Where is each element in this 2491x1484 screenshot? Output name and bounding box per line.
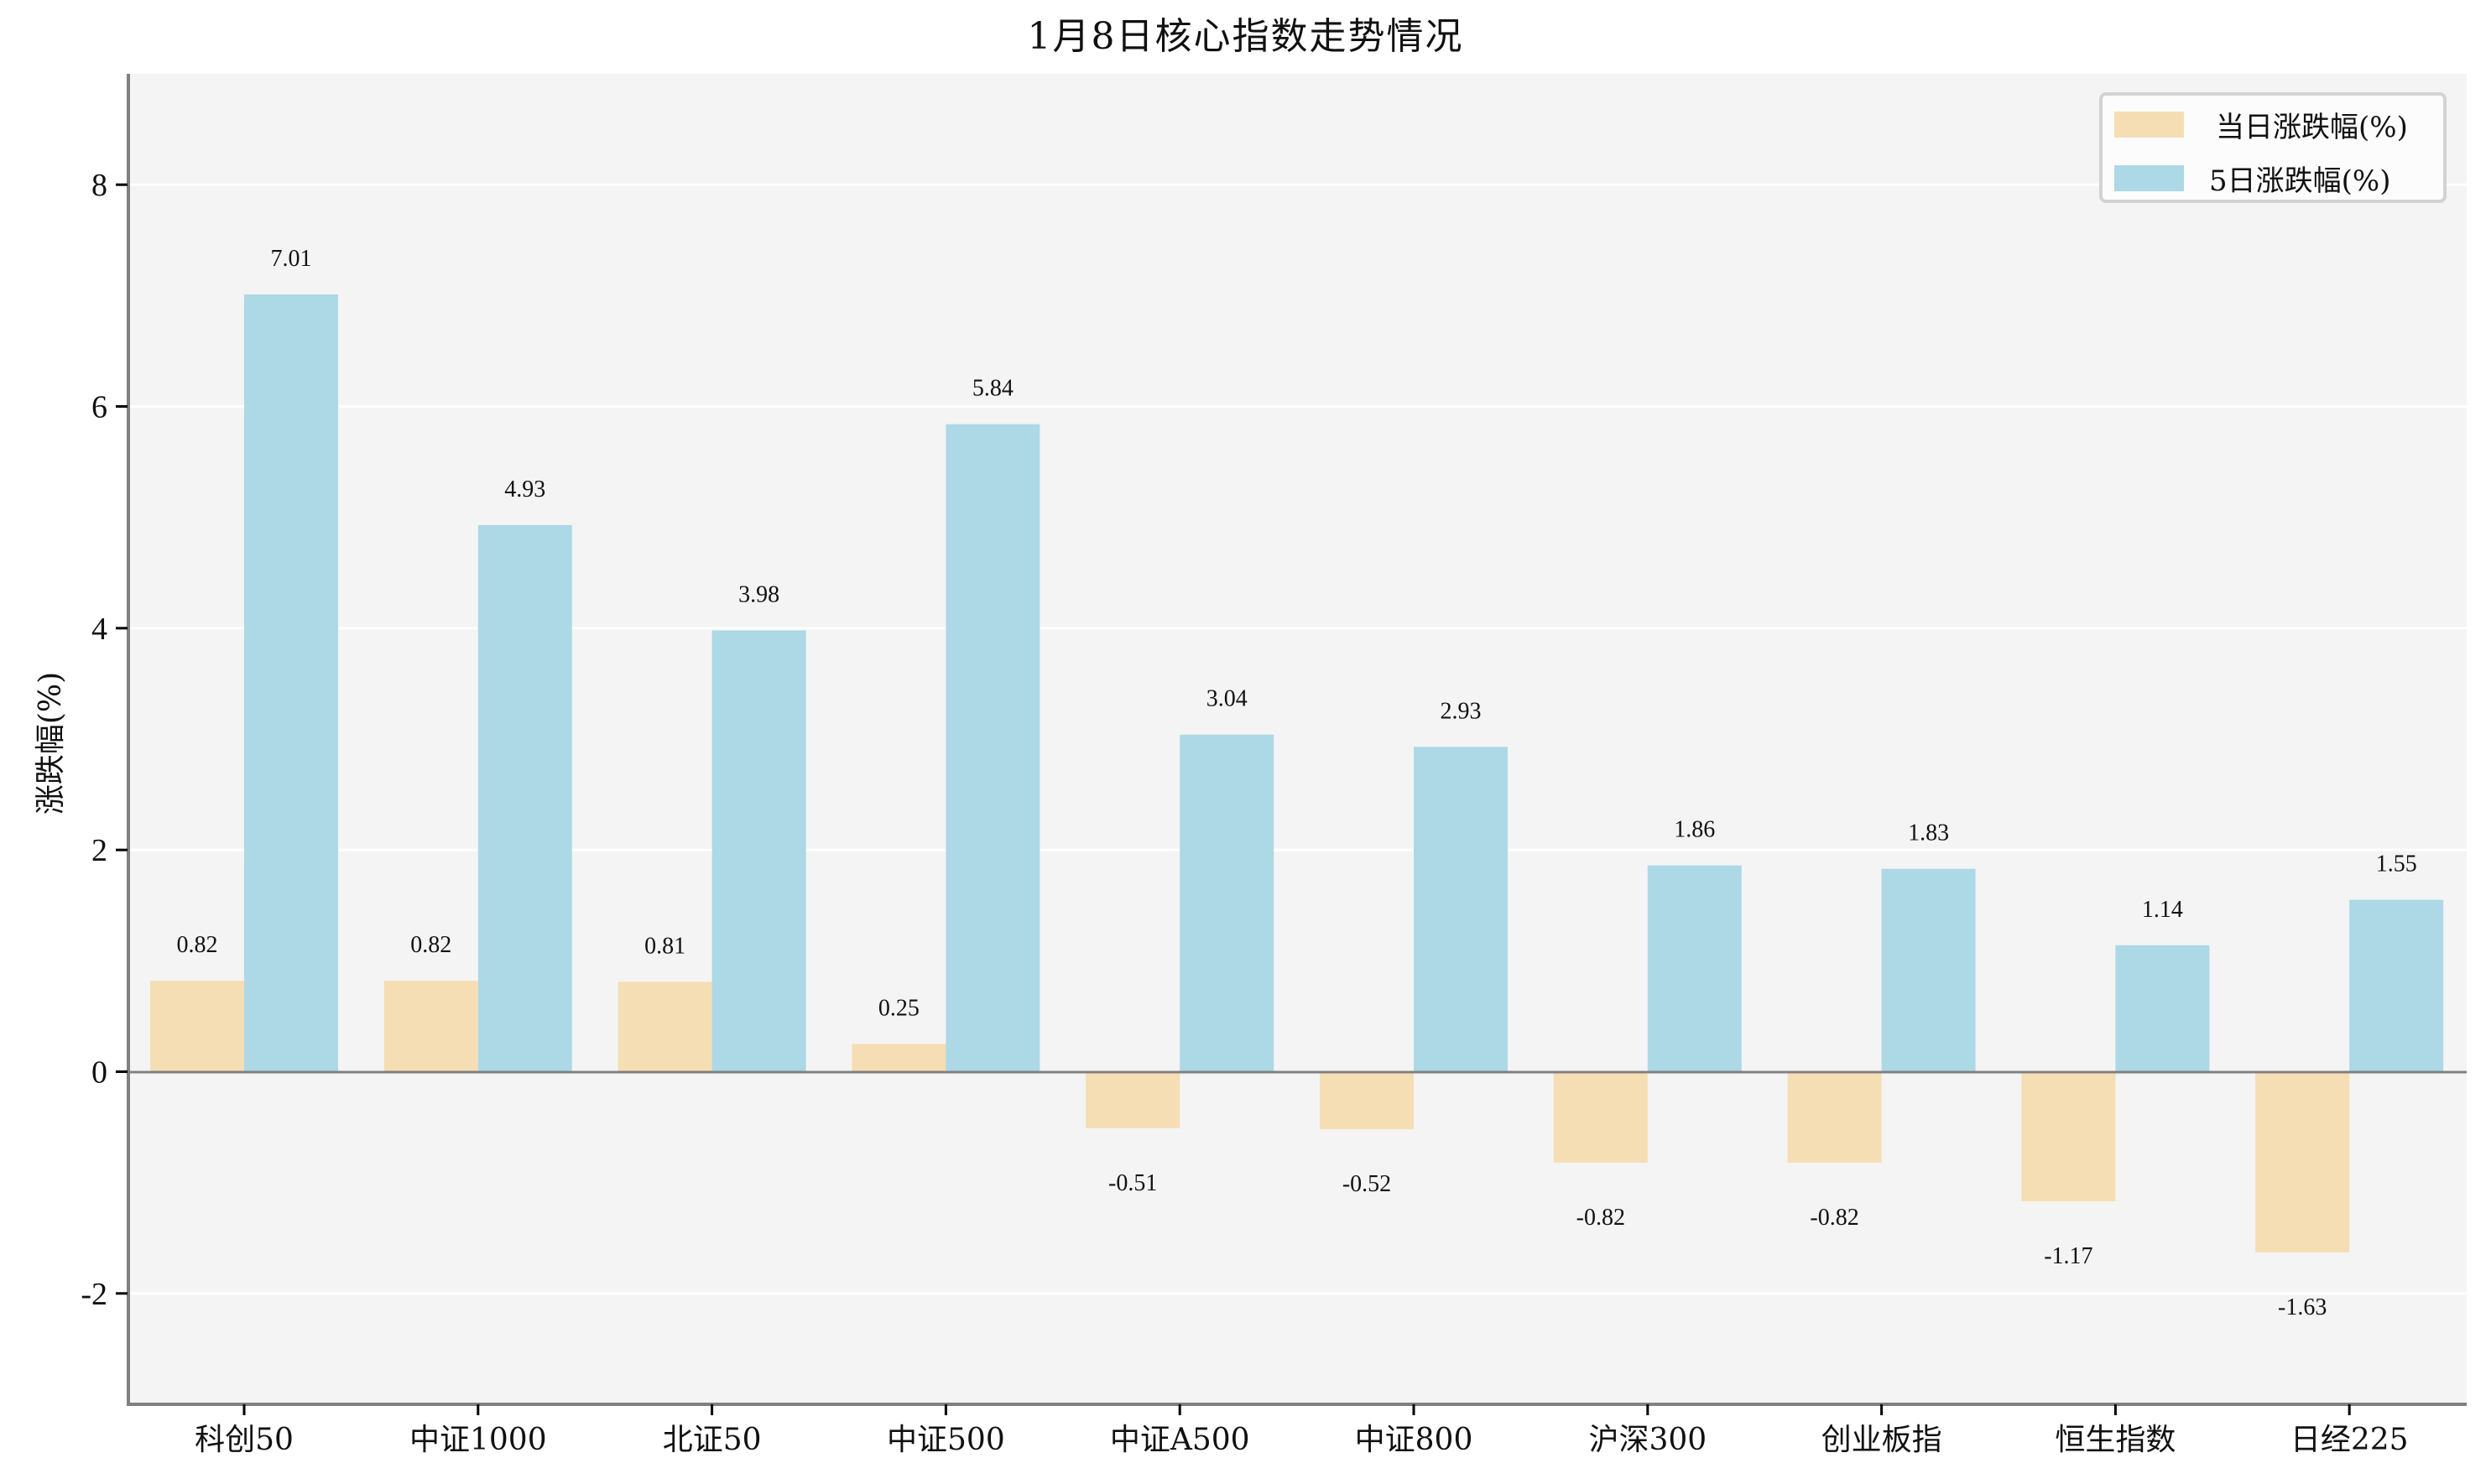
- data-label: 1.55: [2376, 851, 2417, 877]
- bar-five-day: [477, 524, 572, 1072]
- x-axis-ticks: 科创50 中证1000 北证50 中证500 中证A500 中证800 沪深300 创业板指 恒…: [195, 1404, 2409, 1457]
- bar-daily: [1553, 1071, 1648, 1163]
- bar-five-day: [1414, 747, 1508, 1072]
- x-tick-label: 创业板指: [1821, 1423, 1942, 1457]
- bar-five-day: [1180, 734, 1274, 1072]
- data-label: 1.86: [1674, 817, 1715, 843]
- data-label: 0.81: [644, 933, 685, 959]
- bar-daily: [1787, 1071, 1882, 1163]
- bar-daily: [2021, 1071, 2116, 1202]
- x-tick-label: 中证A500: [1110, 1423, 1250, 1457]
- legend-swatch-five-day: [2114, 164, 2184, 191]
- bar-five-day: [2115, 945, 2210, 1072]
- x-tick-label: 恒生指数: [2055, 1423, 2176, 1457]
- data-label: 2.93: [1441, 698, 1482, 724]
- y-tick-label: 8: [91, 168, 107, 203]
- legend-swatch-daily: [2114, 111, 2184, 138]
- y-tick-label: 0: [91, 1055, 107, 1091]
- bar-five-day: [1647, 865, 1742, 1072]
- x-tick-label: 中证1000: [409, 1423, 547, 1457]
- y-tick-label: 6: [91, 390, 107, 425]
- data-label: 0.82: [177, 932, 218, 958]
- x-tick-label: 北证50: [663, 1423, 762, 1457]
- data-label: -0.82: [1810, 1205, 1858, 1231]
- bar-five-day: [244, 294, 338, 1072]
- data-label: -0.52: [1342, 1171, 1391, 1197]
- bar-daily: [383, 981, 478, 1072]
- data-label: -0.51: [1108, 1170, 1157, 1196]
- bar-five-day: [1881, 868, 1976, 1072]
- data-label: 1.14: [2142, 897, 2183, 923]
- x-tick-label: 科创50: [195, 1423, 294, 1457]
- bar-daily: [2255, 1071, 2350, 1252]
- x-tick-label: 中证800: [1355, 1423, 1473, 1457]
- bar-five-day: [2349, 899, 2444, 1072]
- legend-item-daily: 当日涨跌幅(%): [2114, 107, 2408, 144]
- bar-daily: [852, 1044, 946, 1072]
- y-tick-label: 2: [91, 833, 107, 868]
- data-label: 4.93: [504, 476, 545, 502]
- x-tick-label: 日经225: [2290, 1423, 2409, 1457]
- y-tick-label: -2: [81, 1277, 107, 1312]
- data-label: 5.84: [972, 376, 1014, 402]
- legend-label-five-day: 5日涨跌幅(%): [2209, 164, 2391, 198]
- grid-lines: [128, 183, 2467, 1295]
- data-label: 1.83: [1908, 820, 1949, 846]
- data-label: -1.17: [2044, 1243, 2092, 1269]
- x-tick-label: 沪深300: [1588, 1423, 1707, 1457]
- y-axis-label: 涨跌幅(%): [34, 671, 68, 815]
- bar-daily: [1320, 1071, 1414, 1130]
- data-labels: 0.82 0.82 0.81 0.25 -0.51 -0.52 -0.82 -0.82 -1.1…: [177, 246, 2417, 1320]
- y-tick-label: 4: [91, 612, 107, 647]
- legend: 当日涨跌幅(%) 5日涨跌幅(%): [2099, 92, 2447, 203]
- data-label: 0.25: [878, 995, 920, 1021]
- bar-five-day: [711, 630, 806, 1072]
- bar-series: [150, 294, 2444, 1252]
- chart-title: 1月8日核心指数走势情况: [1027, 15, 1464, 58]
- bar-five-day: [946, 424, 1040, 1072]
- data-label: -1.63: [2278, 1294, 2327, 1320]
- bar-daily: [150, 981, 244, 1072]
- x-tick-label: 中证500: [887, 1423, 1005, 1457]
- bar-daily: [618, 982, 712, 1072]
- data-label: 3.98: [738, 581, 779, 607]
- bar-daily: [1086, 1071, 1180, 1128]
- data-label: 0.82: [410, 932, 451, 958]
- data-label: 3.04: [1206, 686, 1248, 712]
- legend-label-daily: 当日涨跌幅(%): [2216, 110, 2408, 144]
- y-axis-ticks: -2 0 2 4 6 8: [81, 168, 128, 1312]
- legend-item-five-day: 5日涨跌幅(%): [2114, 161, 2390, 198]
- data-label: -0.82: [1576, 1205, 1625, 1231]
- data-label: 7.01: [271, 246, 312, 272]
